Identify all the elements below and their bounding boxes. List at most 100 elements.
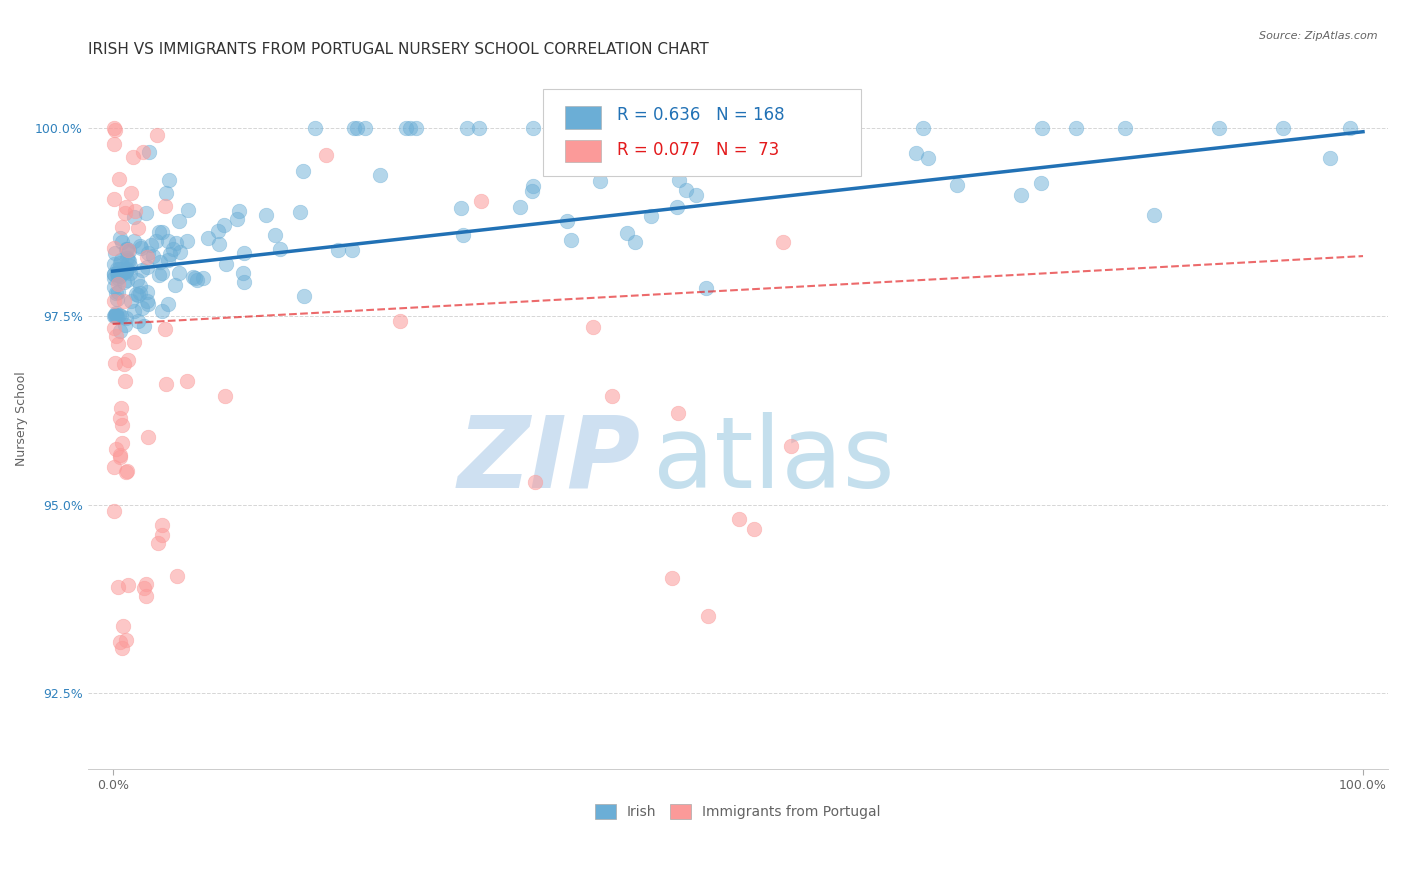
Point <box>105 266 128 280</box>
Point <box>103 136 125 151</box>
Point <box>509 201 531 215</box>
Point <box>131 301 153 316</box>
Point <box>720 120 742 135</box>
FancyBboxPatch shape <box>565 106 602 128</box>
Point <box>117 578 139 592</box>
Point <box>186 273 208 287</box>
Point <box>157 296 180 310</box>
Point <box>405 120 427 135</box>
Point <box>138 145 160 159</box>
Point <box>103 121 125 136</box>
Point <box>346 120 368 135</box>
Point <box>112 275 135 289</box>
Point <box>110 401 132 416</box>
Point <box>254 208 277 222</box>
Point <box>105 262 128 277</box>
Point <box>145 234 167 248</box>
Point <box>122 335 145 350</box>
Point <box>135 206 157 220</box>
Point <box>166 569 188 583</box>
Point <box>125 273 148 287</box>
Point <box>124 204 146 219</box>
Point <box>167 214 190 228</box>
Point <box>304 120 326 135</box>
Point <box>114 206 136 220</box>
Point <box>523 475 546 489</box>
Point <box>108 171 131 186</box>
Point <box>114 311 136 326</box>
Point <box>108 308 131 322</box>
Point <box>108 634 131 648</box>
Point <box>142 249 165 263</box>
Point <box>176 235 198 249</box>
Point <box>117 252 139 267</box>
Point <box>624 235 647 249</box>
Point <box>666 406 689 420</box>
Point <box>292 164 315 178</box>
Point <box>103 267 125 281</box>
Point <box>103 257 125 271</box>
Point <box>114 465 136 479</box>
Point <box>129 239 152 253</box>
Point <box>176 374 198 388</box>
Point <box>150 518 173 533</box>
Point <box>135 589 157 603</box>
Point <box>640 209 662 223</box>
Point <box>315 147 337 161</box>
Point <box>115 633 138 648</box>
Point <box>917 151 939 165</box>
Point <box>148 225 170 239</box>
Point <box>911 120 934 135</box>
Point <box>129 241 152 255</box>
Point <box>128 286 150 301</box>
Point <box>114 318 136 332</box>
Point <box>120 293 142 308</box>
Point <box>450 201 472 215</box>
Point <box>118 244 141 258</box>
Text: Source: ZipAtlas.com: Source: ZipAtlas.com <box>1260 31 1378 41</box>
Point <box>228 203 250 218</box>
Point <box>110 269 132 284</box>
Point <box>343 120 366 135</box>
Point <box>117 352 139 367</box>
Point <box>104 308 127 322</box>
FancyBboxPatch shape <box>565 140 602 162</box>
Point <box>686 120 709 135</box>
Point <box>689 120 711 135</box>
Point <box>772 235 794 249</box>
Point <box>572 160 595 174</box>
Point <box>214 389 236 403</box>
Point <box>742 522 765 536</box>
Point <box>111 640 134 655</box>
Point <box>1064 120 1087 135</box>
Point <box>127 314 149 328</box>
Point <box>150 267 173 281</box>
Point <box>1114 120 1136 135</box>
Point <box>354 120 377 135</box>
Point <box>799 120 821 135</box>
Point <box>146 128 169 142</box>
Point <box>115 242 138 256</box>
Point <box>725 145 748 160</box>
Point <box>107 271 129 285</box>
Point <box>111 219 134 234</box>
Point <box>207 237 229 252</box>
Point <box>136 285 159 300</box>
Point <box>1339 120 1361 135</box>
Point <box>127 220 149 235</box>
Point <box>103 459 125 474</box>
Point <box>132 581 155 595</box>
Point <box>155 322 177 336</box>
Point <box>1031 120 1053 135</box>
Point <box>122 150 145 164</box>
Point <box>135 294 157 309</box>
Point <box>118 253 141 268</box>
Point <box>167 266 190 280</box>
Point <box>103 321 125 335</box>
Point <box>214 257 236 271</box>
Point <box>103 241 125 255</box>
Point <box>288 205 311 219</box>
Point <box>155 377 177 392</box>
Point <box>107 292 129 306</box>
Point <box>122 235 145 249</box>
